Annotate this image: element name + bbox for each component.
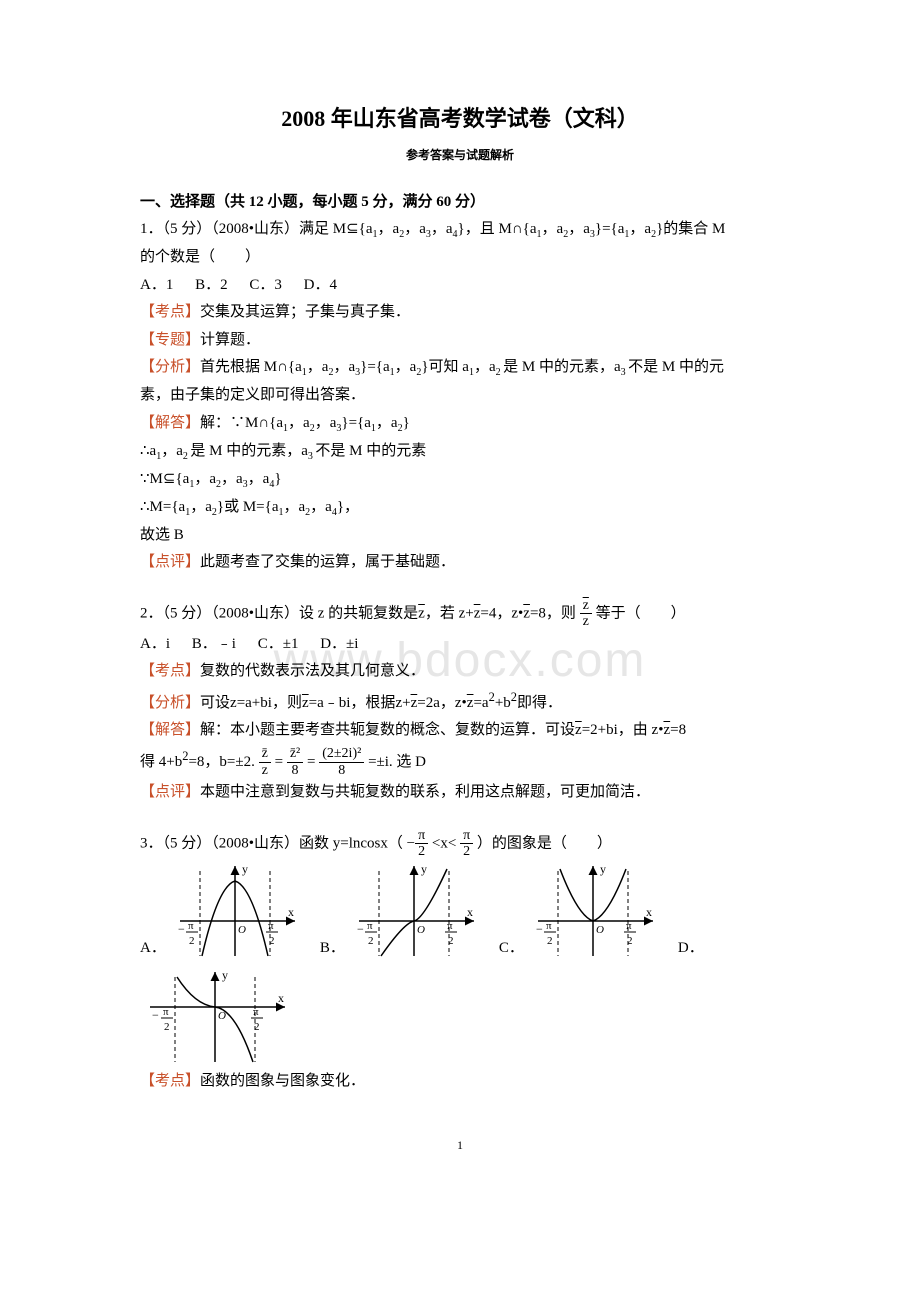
svg-text:π: π [188,920,194,932]
graph-d-icon: y x O − π 2 π 2 [140,967,290,1067]
svg-text:π: π [546,920,552,932]
page-subtitle: 参考答案与试题解析 [140,145,780,165]
page-number: 1 [140,1135,780,1155]
q2-opt-a: A．i [140,636,170,652]
svg-text:π: π [447,920,453,932]
q2-jieda-2: 得 4+b2=8，b=±2. z̄z = z̄²8 = (2±2i)²8 =±i… [140,746,780,778]
q1-jieda-5: 故选 B [140,523,780,549]
q2-opt-c: C．±1 [258,636,299,652]
svg-text:2: 2 [547,935,553,947]
svg-text:2: 2 [254,1021,260,1033]
q1-kaodian: 【考点】交集及其运算；子集与真子集． [140,300,780,326]
svg-text:π: π [163,1006,169,1018]
q3-stem: 3．（5 分）（2008•山东）函数 y=lncosx（ −π2 <x< π2 … [140,828,780,860]
svg-text:x: x [646,905,652,919]
q2-dianping: 【点评】本题中注意到复数与共轭复数的联系，利用这点解题，可更加简洁． [140,780,780,806]
svg-text:−: − [536,922,543,936]
q3-opt-b: B． y x O − π2 π2 [320,861,479,961]
svg-text:2: 2 [627,935,633,947]
q1-stem-2: 的个数是（ ） [140,245,780,271]
svg-text:y: y [421,862,427,876]
q1-stem: 1．（5 分）（2008•山东）满足 M⊆{a1，a2，a3，a4}，且 M∩{… [140,217,780,243]
q2-options: A．i B．﹣i C．±1 D．±i [140,632,780,658]
svg-text:x: x [467,905,473,919]
q1-opt-b: B．2 [195,277,228,293]
graph-b-icon: y x O − π 2 π 2 [349,861,479,961]
svg-text:2: 2 [164,1021,170,1033]
q3-graphs: A． y x O − π2 π2 B． [140,861,780,967]
q1-opt-a: A．1 [140,277,173,293]
page-title: 2008 年山东省高考数学试卷（文科） [140,100,780,137]
graph-c-icon: y x O − π 2 π 2 [528,861,658,961]
q2-kaodian: 【考点】复数的代数表示法及其几何意义． [140,659,780,685]
svg-text:π: π [253,1006,259,1018]
q1-jieda-4: ∴M={a1，a2}或 M={a1，a2，a4}， [140,495,780,521]
svg-text:O: O [417,924,425,936]
q3-opt-a: A． y x O − π2 π2 [140,861,300,961]
svg-text:O: O [218,1010,226,1022]
q3-opt-c: C． y x O − π2 π2 [499,861,658,961]
q2-opt-b: B．﹣i [192,636,236,652]
svg-text:−: − [178,922,185,936]
q1-jieda-1: 【解答】解：∵M∩{a1，a2，a3}={a1，a2} [140,411,780,437]
svg-text:2: 2 [368,935,374,947]
svg-text:x: x [288,905,294,919]
q1-zhuanti: 【专题】计算题． [140,328,780,354]
svg-text:π: π [626,920,632,932]
q1-opt-d: D．4 [304,277,337,293]
svg-text:π: π [367,920,373,932]
svg-text:y: y [242,862,248,876]
q2-fenxi: 【分析】可设z=a+bi，则z=a﹣bi，根据z+z=2a，z•z=a2+b2即… [140,687,780,717]
svg-text:y: y [600,862,606,876]
q3-opt-d: D． [678,936,708,962]
q1-jieda-2: ∴a1，a2 是 M 中的元素，a3 不是 M 中的元素 [140,439,780,465]
svg-text:x: x [278,991,284,1005]
q3-kaodian: 【考点】函数的图象与图象变化． [140,1069,780,1095]
svg-text:−: − [357,922,364,936]
q1-opt-c: C．3 [249,277,282,293]
svg-text:−: − [152,1008,159,1022]
svg-text:2: 2 [189,935,195,947]
q2-jieda-1: 【解答】解：本小题主要考查共轭复数的概念、复数的运算．可设z=2+bi，由 z•… [140,718,780,744]
page-content: 2008 年山东省高考数学试卷（文科） 参考答案与试题解析 一、选择题（共 12… [140,100,780,1155]
q2-opt-d: D．±i [320,636,358,652]
section-heading: 一、选择题（共 12 小题，每小题 5 分，满分 60 分） [140,190,780,216]
q1-dianping: 【点评】此题考查了交集的运算，属于基础题． [140,550,780,576]
svg-text:O: O [238,924,246,936]
q2-stem: 2．（5 分）（2008•山东）设 z 的共轭复数是z，若 z+z=4，z•z=… [140,598,780,630]
q3-graph-d-row: y x O − π 2 π 2 [140,967,780,1067]
q1-jieda-3: ∵M⊆{a1，a2，a3，a4} [140,467,780,493]
svg-text:2: 2 [269,935,275,947]
q1-fenxi: 【分析】首先根据 M∩{a1，a2，a3}={a1，a2}可知 a1，a2 是 … [140,355,780,381]
q1-options: A．1 B．2 C．3 D．4 [140,273,780,299]
graph-a-icon: y x O − π 2 π 2 [170,861,300,961]
svg-text:π: π [268,920,274,932]
svg-text:O: O [596,924,604,936]
q1-fenxi-2: 素，由子集的定义即可得出答案． [140,383,780,409]
svg-text:y: y [222,968,228,982]
svg-text:2: 2 [448,935,454,947]
